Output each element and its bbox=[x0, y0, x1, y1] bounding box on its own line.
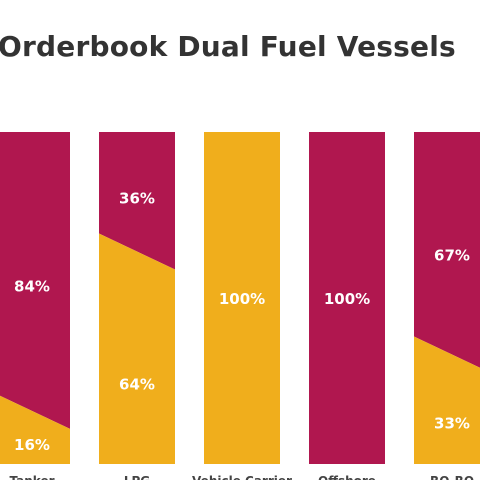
bar-group-2: 100% Vehicle Carrier bbox=[192, 132, 292, 480]
category-label-1: LPG bbox=[124, 474, 150, 480]
value-label-3: 100% bbox=[324, 290, 370, 308]
bar-segment-top-0 bbox=[0, 132, 70, 429]
bar-segment-bottom-0 bbox=[0, 395, 70, 464]
value-label-2: 100% bbox=[219, 290, 265, 308]
bar-segment-full-2 bbox=[204, 132, 280, 464]
bar-segment-full-3 bbox=[309, 132, 385, 464]
chart-title: Orderbook Dual Fuel Vessels bbox=[0, 30, 456, 63]
bar-segment-top-1 bbox=[99, 132, 175, 270]
category-label-3: Offshore bbox=[318, 474, 376, 480]
value-label-top-1: 36% bbox=[119, 190, 155, 208]
value-label-top-0: 84% bbox=[14, 277, 50, 295]
bar-segment-bottom-4 bbox=[414, 336, 480, 464]
category-label-2: Vehicle Carrier bbox=[192, 474, 292, 480]
bar-group-4: 67% 33% RO-RO bbox=[414, 132, 480, 480]
category-label-4: RO-RO bbox=[430, 474, 474, 480]
value-label-top-4: 67% bbox=[434, 246, 470, 264]
bar-segment-bottom-1 bbox=[99, 233, 175, 464]
bar-group-1: 36% 64% LPG bbox=[99, 132, 175, 480]
value-label-bottom-1: 64% bbox=[119, 375, 155, 393]
category-label-0: Tanker bbox=[10, 474, 55, 480]
value-label-bottom-0: 16% bbox=[14, 436, 50, 454]
bar-group-0: 84% 16% Tanker bbox=[0, 132, 70, 480]
bar-group-3: 100% Offshore bbox=[309, 132, 385, 480]
value-label-bottom-4: 33% bbox=[434, 414, 470, 432]
bar-segment-top-4 bbox=[414, 132, 480, 368]
